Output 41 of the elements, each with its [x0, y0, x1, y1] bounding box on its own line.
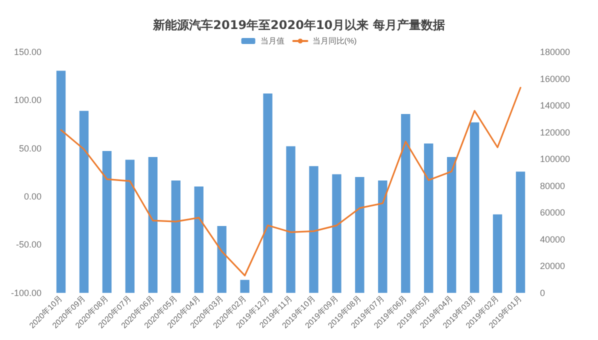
legend-label: 当月同比(%)	[312, 36, 358, 46]
y-tick-label: 0.00	[24, 192, 42, 202]
bar	[148, 157, 158, 293]
y2-tick-label: 20000	[540, 261, 566, 272]
bar	[263, 93, 272, 293]
y-tick-label: 50.00	[18, 143, 42, 154]
bar	[102, 151, 112, 293]
bar	[355, 176, 364, 293]
bar	[516, 172, 526, 293]
y2-tick-label: 160000	[540, 74, 570, 84]
y2-tick-label: 120000	[540, 127, 570, 138]
bar	[332, 174, 342, 293]
bar	[125, 160, 135, 293]
y-tick-label: 150.00	[14, 47, 42, 57]
y2-tick-label: 180000	[540, 47, 570, 57]
y-tick-label: 100.00	[14, 95, 42, 106]
line-series	[60, 86, 522, 276]
bar	[424, 144, 434, 293]
bar	[240, 280, 250, 293]
bar	[401, 114, 410, 293]
bar	[492, 214, 502, 293]
bar	[286, 146, 296, 293]
legend-label: 当月值	[260, 36, 284, 46]
y2-tick-label: 0	[540, 288, 546, 298]
chart-title: 新能源汽车2019年至2020年10月以来 每月产量数据	[152, 18, 445, 32]
y-tick-label: -50.00	[16, 240, 42, 250]
bar	[217, 226, 226, 293]
bar	[56, 70, 66, 293]
bar	[446, 157, 456, 293]
bar	[470, 122, 480, 293]
bar	[194, 186, 204, 293]
y2-tick-label: 60000	[540, 208, 566, 218]
y2-tick-label: 40000	[540, 234, 566, 244]
y2-tick-label: 100000	[540, 154, 570, 164]
y2-tick-label: 80000	[540, 180, 566, 191]
y2-tick-label: 140000	[540, 100, 570, 111]
bar	[378, 180, 388, 293]
bar	[171, 180, 180, 293]
y-tick-label: -100.00	[10, 288, 42, 298]
bar	[79, 110, 89, 293]
bar	[309, 166, 318, 293]
